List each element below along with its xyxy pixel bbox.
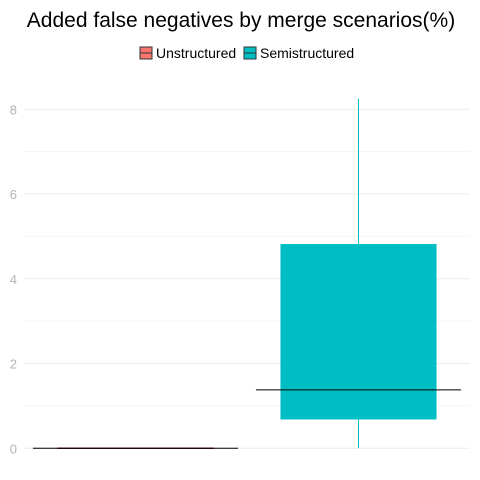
y-tick-label: 8 xyxy=(10,102,17,117)
boxplots xyxy=(32,98,462,450)
y-axis-ticks: 0 2 4 6 8 xyxy=(10,102,17,456)
y-tick-label: 0 xyxy=(10,441,17,456)
chart-title: Added false negatives by merge scenarios… xyxy=(27,9,455,32)
box-semistructured xyxy=(280,244,437,420)
y-tick-label: 2 xyxy=(10,357,17,372)
legend: Unstructured Semistructured xyxy=(139,45,354,61)
legend-label-unstructured: Unstructured xyxy=(156,45,236,61)
legend-label-semistructured: Semistructured xyxy=(260,45,354,61)
y-tick-label: 4 xyxy=(10,272,17,287)
y-tick-label: 6 xyxy=(10,187,17,202)
